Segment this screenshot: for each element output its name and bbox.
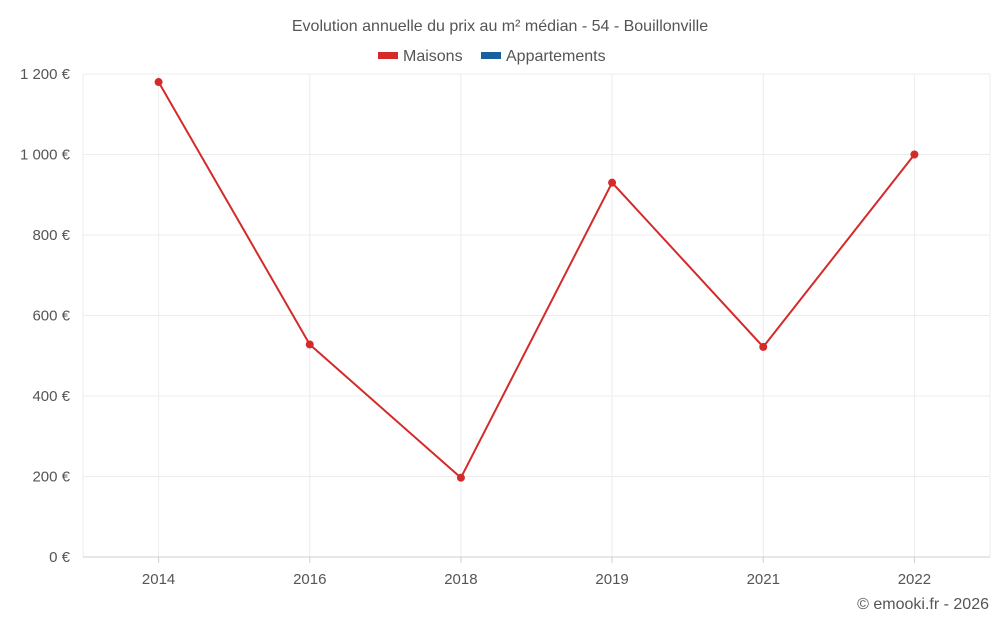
x-tick-label: 2016	[293, 571, 326, 588]
data-point-maisons-2016[interactable]	[305, 340, 314, 349]
legend: Maisons Appartements	[378, 48, 606, 65]
legend-item-maisons[interactable]: Maisons	[378, 48, 463, 65]
legend-swatch-maisons	[378, 52, 398, 59]
chart-title: Evolution annuelle du prix au m² médian …	[292, 18, 708, 35]
data-point-maisons-2014[interactable]	[154, 78, 163, 87]
y-tick-label: 1 200 €	[20, 66, 71, 83]
y-tick-label: 400 €	[32, 388, 70, 405]
x-tick-label: 2014	[142, 571, 175, 588]
legend-label-maisons: Maisons	[403, 48, 463, 65]
y-tick-label: 0 €	[49, 549, 71, 566]
axes: 0 € 200 € 400 € 600 € 800 € 1 000 € 1 200 € 201…	[20, 66, 990, 588]
y-tick-label: 1 000 €	[20, 147, 71, 164]
x-tick-label: 2022	[898, 571, 931, 588]
data-point-maisons-2021[interactable]	[759, 342, 768, 351]
series-line-maisons	[157, 81, 916, 479]
y-tick-label: 200 €	[32, 469, 70, 486]
y-tick-label: 800 €	[32, 227, 70, 244]
x-tick-label: 2021	[747, 571, 780, 588]
grid	[82, 73, 991, 557]
x-tick-label: 2019	[595, 571, 628, 588]
legend-item-appartements[interactable]: Appartements	[481, 48, 606, 65]
legend-label-appartements: Appartements	[506, 48, 606, 65]
x-tick-label: 2018	[444, 571, 477, 588]
copyright-text: © emooki.fr - 2026	[857, 596, 989, 613]
y-tick-label: 600 €	[32, 308, 70, 325]
legend-swatch-appartements	[481, 52, 501, 59]
data-point-maisons-2019[interactable]	[608, 178, 617, 187]
data-point-maisons-2022[interactable]	[910, 150, 919, 159]
series-layer	[154, 78, 919, 482]
data-point-maisons-2018[interactable]	[456, 473, 465, 482]
